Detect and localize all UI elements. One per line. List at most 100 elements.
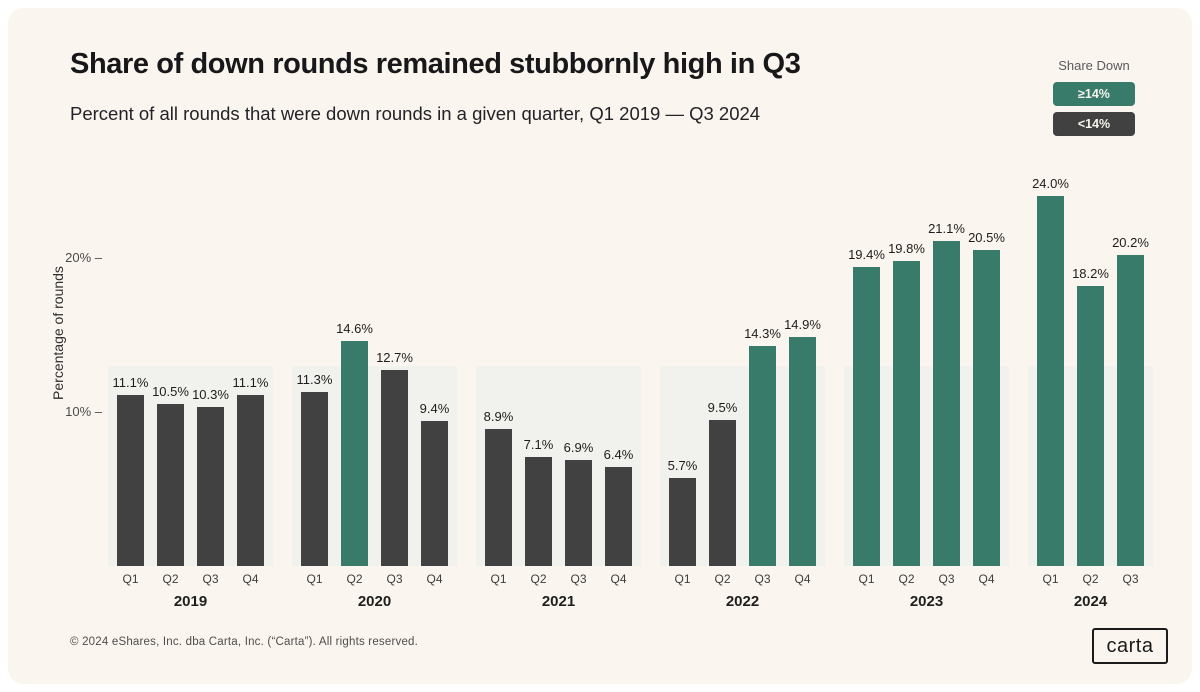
bar: 11.1% (233, 375, 268, 566)
bar-value-label: 11.1% (232, 375, 269, 391)
group-plot: 11.1% 10.5% 10.3% 11.1% (108, 196, 273, 566)
bar: 14.3% (744, 326, 781, 566)
quarter-label: Q3 (938, 572, 955, 586)
bar: 6.9% (564, 440, 593, 566)
bar-value-label: 14.3% (744, 325, 781, 341)
year-group: 19.4% 19.8% 21.1% 20.5% Q1 Q2 Q3 Q4 2023 (844, 196, 1009, 610)
group-plot: 8.9% 7.1% 6.9% 6.4% (476, 196, 641, 566)
quarter-label: Q3 (570, 572, 587, 586)
bar: 9.5% (708, 400, 737, 566)
quarter-row: Q1 Q2 Q3 Q4 (844, 572, 1009, 586)
group-bars: 24.0% 18.2% 20.2% (1032, 176, 1149, 566)
bar: 14.9% (784, 317, 821, 566)
page-subtitle: Percent of all rounds that were down rou… (70, 103, 761, 124)
year-label: 2023 (909, 593, 944, 610)
group-bars: 11.3% 14.6% 12.7% 9.4% (297, 321, 449, 566)
legend-item-share-down-low: <14% (1053, 112, 1135, 136)
year-label: 2019 (173, 593, 208, 610)
bar: 20.5% (968, 230, 1005, 566)
bar-value-label: 20.2% (1112, 234, 1149, 250)
bar-chart: 11.1% 10.5% 10.3% 11.1% Q1 Q2 Q3 Q4 2019 11.3% 14.… (108, 176, 1153, 610)
bar: 12.7% (376, 350, 413, 566)
bar: 19.8% (888, 241, 925, 566)
quarter-label: Q4 (978, 572, 995, 586)
bar-value-label: 19.8% (888, 241, 925, 257)
year-label: 2021 (541, 593, 576, 610)
group-bars: 5.7% 9.5% 14.3% 14.9% (668, 317, 821, 566)
bar-value-label: 14.9% (784, 316, 821, 332)
chart-card: Share of down rounds remained stubbornly… (8, 8, 1192, 684)
year-label: 2022 (725, 593, 760, 610)
bar-value-label: 24.0% (1032, 176, 1069, 192)
quarter-label: Q2 (162, 572, 179, 586)
bar-value-label: 14.6% (336, 321, 373, 337)
quarter-label: Q1 (122, 572, 139, 586)
bar: 19.4% (848, 247, 885, 566)
legend-item-share-down-high: ≥14% (1053, 82, 1135, 106)
bar: 9.4% (420, 401, 449, 566)
group-plot: 24.0% 18.2% 20.2% (1028, 176, 1153, 566)
bar: 14.6% (336, 321, 373, 566)
bar: 24.0% (1032, 176, 1069, 566)
quarter-row: Q1 Q2 Q3 (1028, 572, 1153, 586)
year-group: 24.0% 18.2% 20.2% Q1 Q2 Q3 2024 (1028, 176, 1153, 610)
bar: 18.2% (1072, 266, 1109, 566)
quarter-label: Q4 (426, 572, 443, 586)
bar-value-label: 18.2% (1072, 265, 1109, 281)
quarter-label: Q2 (714, 572, 731, 586)
y-tick: 10% – (65, 404, 102, 419)
quarter-label: Q3 (202, 572, 219, 586)
bar: 11.3% (297, 372, 332, 566)
quarter-label: Q4 (794, 572, 811, 586)
quarter-label: Q3 (1122, 572, 1139, 586)
carta-logo: carta (1092, 628, 1168, 664)
quarter-label: Q2 (346, 572, 363, 586)
bar-value-label: 12.7% (376, 350, 413, 366)
year-group: 5.7% 9.5% 14.3% 14.9% Q1 Q2 Q3 Q4 2022 (660, 196, 825, 610)
bar: 10.5% (152, 384, 189, 566)
quarter-label: Q3 (386, 572, 403, 586)
bar: 20.2% (1112, 235, 1149, 566)
bar-value-label: 11.3% (296, 371, 333, 387)
quarter-label: Q3 (754, 572, 771, 586)
bar: 5.7% (668, 458, 697, 566)
group-plot: 11.3% 14.6% 12.7% 9.4% (292, 196, 457, 566)
bar-value-label: 19.4% (848, 247, 885, 263)
year-group: 11.1% 10.5% 10.3% 11.1% Q1 Q2 Q3 Q4 2019 (108, 196, 273, 610)
group-bars: 19.4% 19.8% 21.1% 20.5% (848, 221, 1005, 566)
group-plot: 5.7% 9.5% 14.3% 14.9% (660, 196, 825, 566)
legend: Share Down ≥14% <14% (1053, 58, 1135, 142)
bar-value-label: 11.1% (112, 375, 149, 391)
group-bars: 11.1% 10.5% 10.3% 11.1% (113, 375, 268, 566)
bar-value-label: 10.3% (192, 387, 229, 403)
y-axis-label: Percentage of rounds (50, 266, 66, 400)
year-group: 11.3% 14.6% 12.7% 9.4% Q1 Q2 Q3 Q4 2020 (292, 196, 457, 610)
quarter-label: Q1 (1042, 572, 1059, 586)
bar-value-label: 9.4% (419, 401, 450, 417)
bar-value-label: 20.5% (968, 230, 1005, 246)
bar-value-label: 21.1% (928, 221, 965, 237)
bar-value-label: 7.1% (523, 436, 554, 452)
page-title: Share of down rounds remained stubbornly… (70, 48, 801, 80)
y-tick: 20% – (65, 250, 102, 265)
bar-value-label: 6.9% (563, 439, 594, 455)
group-plot: 19.4% 19.8% 21.1% 20.5% (844, 196, 1009, 566)
quarter-label: Q2 (530, 572, 547, 586)
bar-value-label: 9.5% (707, 399, 738, 415)
quarter-label: Q1 (674, 572, 691, 586)
quarter-label: Q2 (898, 572, 915, 586)
year-label: 2024 (1073, 593, 1108, 610)
bar: 11.1% (113, 375, 148, 566)
bar: 8.9% (484, 409, 513, 566)
quarter-row: Q1 Q2 Q3 Q4 (476, 572, 641, 586)
bar: 21.1% (928, 221, 965, 566)
bar: 10.3% (192, 387, 229, 566)
quarter-label: Q1 (490, 572, 507, 586)
bar-value-label: 8.9% (483, 408, 514, 424)
legend-title: Share Down (1058, 58, 1130, 73)
bar: 7.1% (524, 437, 553, 566)
quarter-row: Q1 Q2 Q3 Q4 (660, 572, 825, 586)
group-bars: 8.9% 7.1% 6.9% 6.4% (484, 409, 633, 566)
bar-value-label: 5.7% (667, 458, 698, 474)
quarter-label: Q2 (1082, 572, 1099, 586)
